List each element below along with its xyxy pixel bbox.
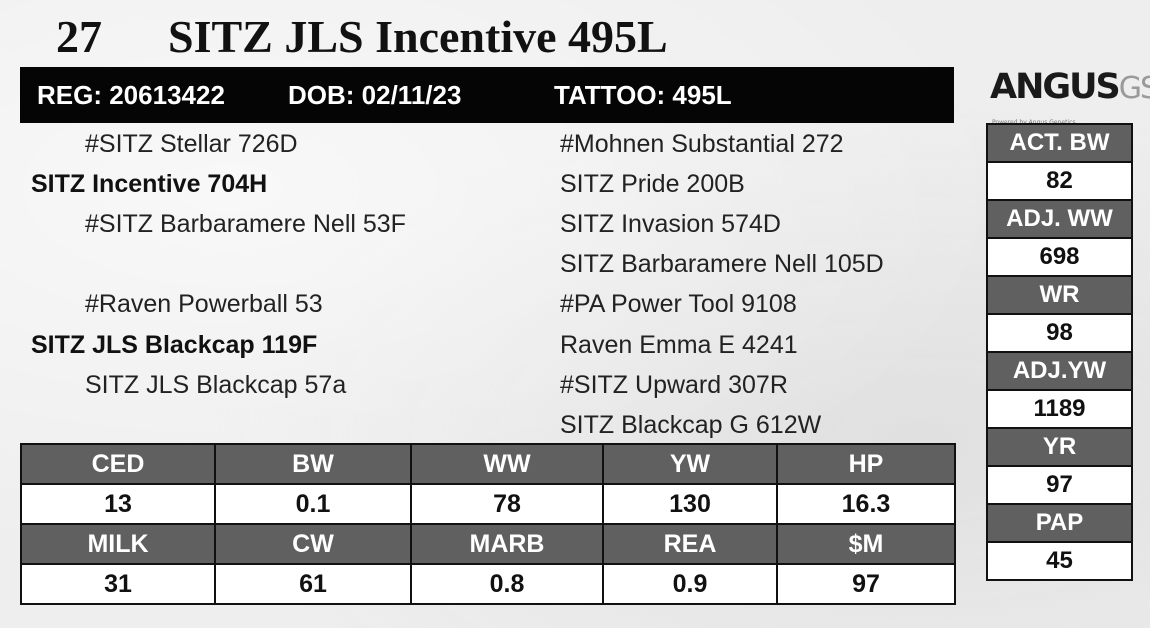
pedigree-dam-sire: #Raven Powerball 53 (85, 290, 323, 318)
pedigree-dam: SITZ JLS Blackcap 119F (31, 331, 318, 359)
epd-label-ww: WW (410, 443, 604, 485)
pedigree-ancestor: SITZ Barbaramere Nell 105D (560, 250, 884, 278)
perf-value-adj-yw: 1189 (986, 389, 1133, 429)
epd-label-ced: CED (20, 443, 216, 485)
epd-value-yw: 130 (602, 483, 778, 525)
epd-value-row: 13 0.1 78 130 16.3 (20, 483, 956, 525)
epd-label-cw: CW (214, 523, 412, 565)
epd-value-bw: 0.1 (214, 483, 412, 525)
perf-label-pap: PAP (986, 503, 1133, 543)
epd-value-row: 31 61 0.8 0.9 97 (20, 563, 956, 605)
perf-label-act-bw: ACT. BW (986, 123, 1133, 163)
perf-value-act-bw: 82 (986, 161, 1133, 201)
pedigree-ancestor: #SITZ Upward 307R (560, 371, 788, 399)
epd-value-milk: 31 (20, 563, 216, 605)
perf-value-adj-ww: 698 (986, 237, 1133, 277)
epd-label-yw: YW (602, 443, 778, 485)
pedigree-sire-dam: #SITZ Barbaramere Nell 53F (85, 210, 406, 238)
epd-value-ww: 78 (410, 483, 604, 525)
pedigree-ancestor: SITZ Invasion 574D (560, 210, 781, 238)
epd-value-cw: 61 (214, 563, 412, 605)
reg-number: REG: 20613422 (37, 80, 225, 110)
pedigree-ancestor: Raven Emma E 4241 (560, 331, 798, 359)
registration-bar: REG: 20613422 DOB: 02/11/23 TATTOO: 495L (20, 67, 954, 123)
pedigree-sire: SITZ Incentive 704H (31, 170, 268, 198)
lot-title: 27 SITZ JLS Incentive 495L (56, 8, 668, 66)
pedigree-dam-dam: SITZ JLS Blackcap 57a (85, 371, 347, 399)
tattoo: TATTOO: 495L (554, 80, 732, 110)
perf-value-yr: 97 (986, 465, 1133, 505)
pedigree-ancestor: #Mohnen Substantial 272 (560, 130, 844, 158)
epd-label-bw: BW (214, 443, 412, 485)
epd-value-ced: 13 (20, 483, 216, 525)
epd-label-m-dollar: $M (776, 523, 956, 565)
epd-value-rea: 0.9 (602, 563, 778, 605)
perf-label-adj-ww: ADJ. WW (986, 199, 1133, 239)
perf-label-yr: YR (986, 427, 1133, 467)
pedigree-ancestor: SITZ Blackcap G 612W (560, 411, 822, 439)
perf-label-wr: WR (986, 275, 1133, 315)
pedigree-ancestor: #PA Power Tool 9108 (560, 290, 797, 318)
perf-value-wr: 98 (986, 313, 1133, 353)
pedigree-sire-sire: #SITZ Stellar 726D (85, 130, 298, 158)
date-of-birth: DOB: 02/11/23 (288, 80, 462, 110)
angus-gs-logo: ANGUSGS Powered by Angus Genetics (990, 67, 1150, 126)
lot-number: 27 (56, 11, 102, 62)
epd-label-marb: MARB (410, 523, 604, 565)
animal-name: SITZ JLS Incentive 495L (168, 11, 668, 62)
epd-label-hp: HP (776, 443, 956, 485)
performance-table: ACT. BW 82 ADJ. WW 698 WR 98 ADJ.YW 1189… (986, 123, 1133, 581)
epd-table: CED BW WW YW HP 13 0.1 78 130 16.3 MILK … (20, 443, 956, 605)
epd-value-m-dollar: 97 (776, 563, 956, 605)
pedigree-ancestor: SITZ Pride 200B (560, 170, 745, 198)
epd-value-hp: 16.3 (776, 483, 956, 525)
epd-header-row: CED BW WW YW HP (20, 443, 956, 485)
epd-header-row: MILK CW MARB REA $M (20, 523, 956, 565)
perf-label-adj-yw: ADJ.YW (986, 351, 1133, 391)
epd-label-milk: MILK (20, 523, 216, 565)
perf-value-pap: 45 (986, 541, 1133, 581)
epd-label-rea: REA (602, 523, 778, 565)
epd-value-marb: 0.8 (410, 563, 604, 605)
